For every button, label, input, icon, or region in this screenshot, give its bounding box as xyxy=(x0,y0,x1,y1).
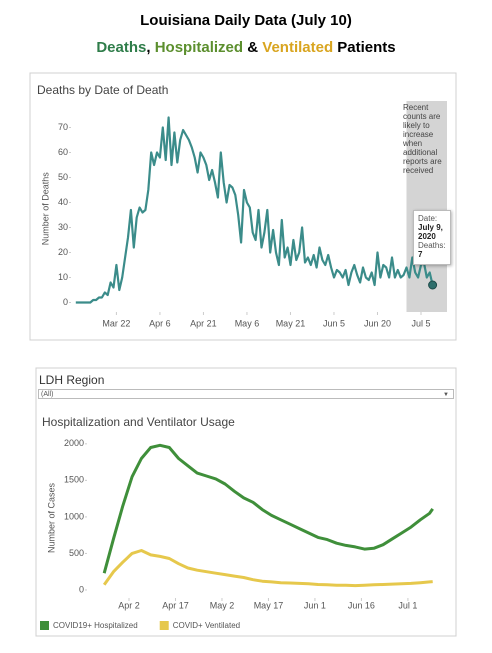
y-tick-label: 30 xyxy=(58,222,68,232)
x-tick-label: Jun 1 xyxy=(304,600,326,610)
dropdown[interactable]: (All) ▼ xyxy=(38,389,454,399)
x-tick-label: Jul 1 xyxy=(398,600,417,610)
y-tick-label: 10 xyxy=(58,272,68,282)
subtitle-part: , xyxy=(146,39,151,56)
data-line xyxy=(75,116,434,304)
filter-label: LDH Region xyxy=(39,373,105,387)
y-tick-label: 50 xyxy=(58,172,68,182)
subtitle-part: Ventilated xyxy=(262,39,334,56)
y-tick-label: 500 xyxy=(69,548,84,558)
x-tick-label: May 2 xyxy=(210,600,235,610)
page-title: Louisiana Daily Data (July 10) xyxy=(140,12,352,29)
x-tick-label: Jun 5 xyxy=(323,318,345,328)
y-tick-label: 0 xyxy=(79,584,84,594)
x-tick-label: May 6 xyxy=(235,318,260,328)
annotation: Recent counts are likely to increase whe… xyxy=(403,103,442,175)
y-axis-label: Number of Cases xyxy=(46,482,56,553)
tooltip: Date: July 9, 2020 Deaths: 7 xyxy=(413,210,451,265)
data-line xyxy=(102,443,434,574)
x-tick-label: May 17 xyxy=(254,600,284,610)
subtitle-part: & xyxy=(247,39,259,56)
tooltip-label: Date: xyxy=(418,214,438,223)
legend-swatch xyxy=(159,621,169,630)
x-tick-label: Apr 2 xyxy=(118,600,140,610)
x-tick-label: Jun 16 xyxy=(348,600,375,610)
subtitle-part: Patients xyxy=(337,39,396,56)
page-subtitle: Deaths, Hospitalized & Ventilated Patien… xyxy=(0,39,492,56)
y-tick-label: 2000 xyxy=(64,438,84,448)
y-tick-label: 40 xyxy=(58,197,68,207)
dropdown-value: (All) xyxy=(41,391,54,398)
y-tick-label: 0 xyxy=(63,297,68,307)
subtitle-part: Deaths xyxy=(96,39,147,56)
tooltip-label: Deaths: xyxy=(418,241,446,250)
tooltip-date: July 9, 2020 xyxy=(418,223,443,241)
legend-label: COVID+ Ventilated xyxy=(173,621,240,630)
x-tick-label: Apr 17 xyxy=(162,600,189,610)
data-line xyxy=(102,549,433,588)
y-tick-label: 1500 xyxy=(64,475,84,485)
x-tick-label: May 21 xyxy=(276,318,306,328)
y-tick-label: 70 xyxy=(58,122,68,132)
y-tick-label: 1000 xyxy=(64,511,84,521)
panel-border xyxy=(29,72,457,341)
x-tick-label: Jul 5 xyxy=(411,318,430,328)
highlight-point xyxy=(428,280,438,290)
y-tick-label: 60 xyxy=(58,147,68,157)
y-tick-label: 20 xyxy=(58,247,68,257)
x-tick-label: Mar 22 xyxy=(102,318,130,328)
chart-title: Hospitalization and Ventilator Usage xyxy=(42,415,235,429)
x-tick-label: Apr 21 xyxy=(190,318,217,328)
legend-label: COVID19+ Hospitalized xyxy=(53,621,138,630)
dropdown-arrow: ▼ xyxy=(443,392,449,398)
subtitle-part: Hospitalized xyxy=(154,39,244,56)
x-tick-label: Jun 20 xyxy=(364,318,391,328)
legend-swatch xyxy=(40,621,49,630)
y-axis-label: Number of Deaths xyxy=(40,172,50,246)
x-tick-label: Apr 6 xyxy=(149,318,171,328)
panel-border xyxy=(35,367,457,637)
chart-title: Deaths by Date of Death xyxy=(37,83,168,97)
tooltip-value: 7 xyxy=(418,250,423,259)
